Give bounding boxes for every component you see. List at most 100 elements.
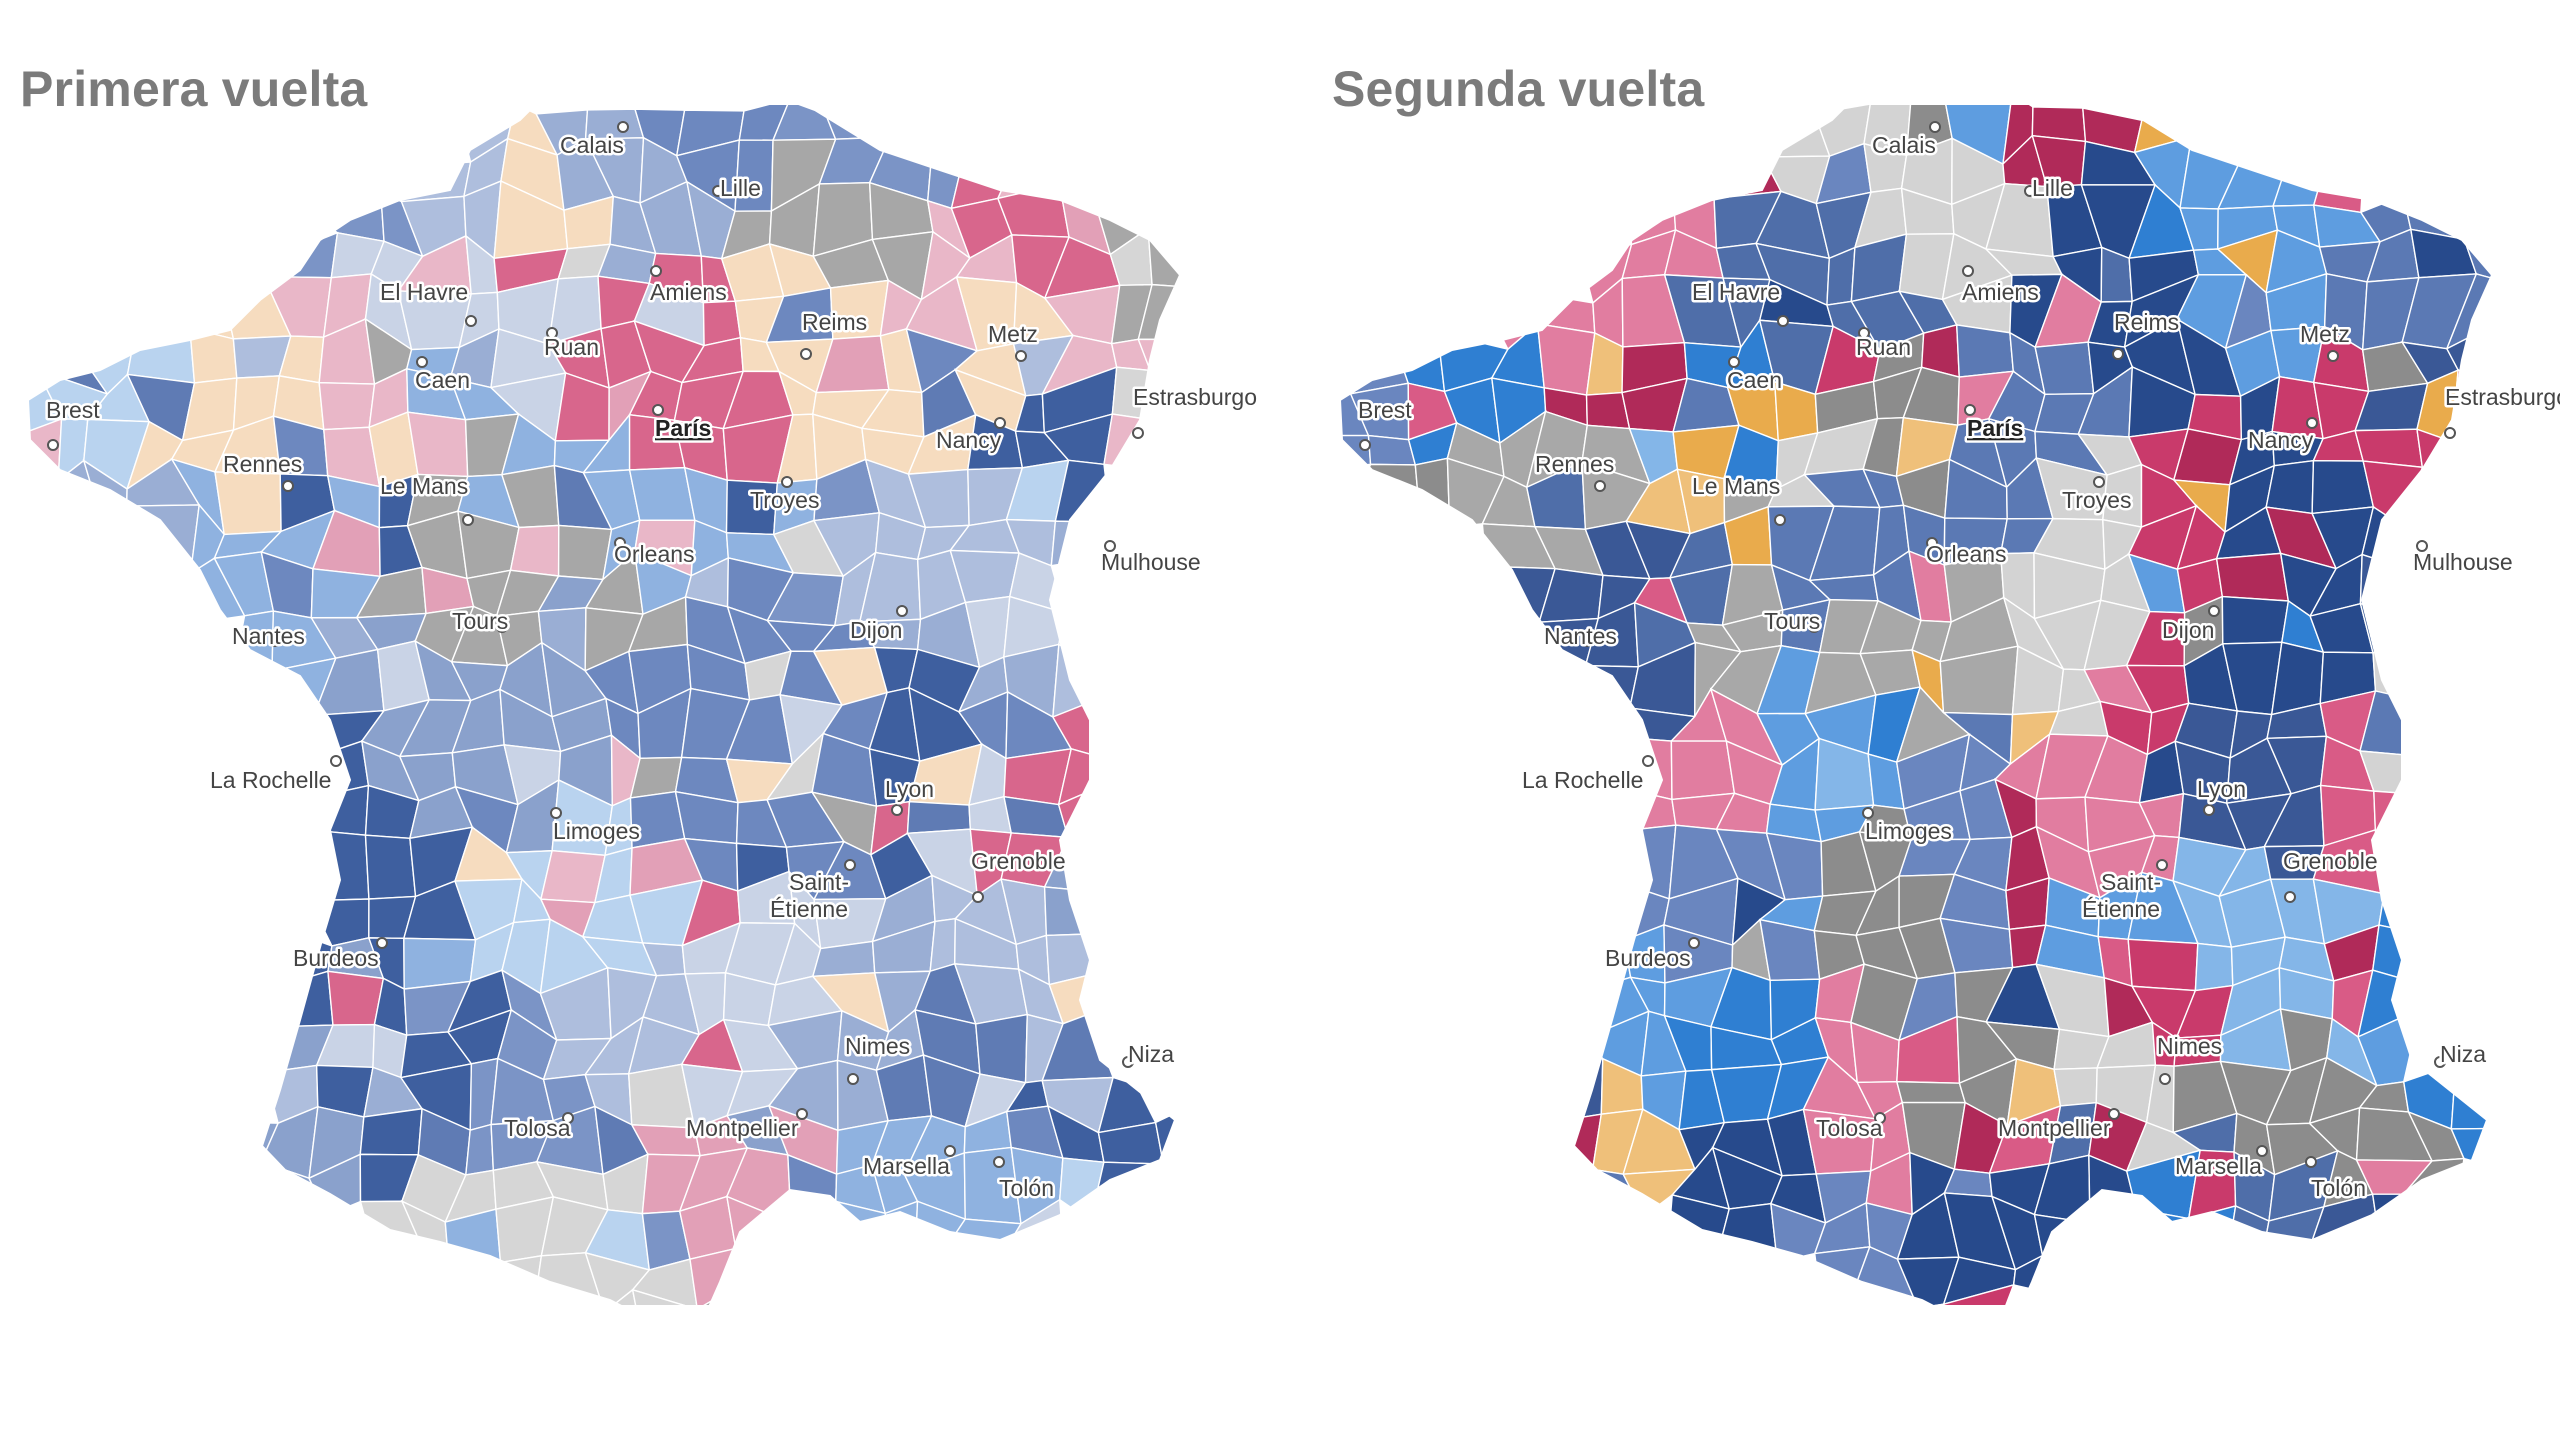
city-label: Lille <box>720 175 761 201</box>
constituency <box>2371 1193 2433 1248</box>
constituency <box>1103 413 1164 472</box>
constituency <box>631 1288 699 1305</box>
city-marker: París <box>1964 404 2026 444</box>
city-dot <box>282 480 294 492</box>
city-marker: Orleans <box>612 537 697 570</box>
city-label: Reims <box>2114 309 2179 335</box>
city-marker: Tolosa <box>1814 1112 1886 1144</box>
city-dot <box>330 755 342 767</box>
city-dot <box>847 1073 859 1085</box>
city-marker: Burdeos <box>1603 937 1700 974</box>
city-dot <box>1132 427 1144 439</box>
country-outline <box>26 105 1182 1305</box>
city-marker: Rennes <box>1533 449 1617 492</box>
city-marker: Metz <box>2298 319 2352 362</box>
city-marker: Estrasburgo <box>1131 382 1260 439</box>
constituency <box>1154 1101 1180 1172</box>
city-label: Troyes <box>2062 487 2131 513</box>
city-label: Caen <box>415 367 470 393</box>
city-label: Rennes <box>223 451 302 477</box>
city-label: Ruan <box>544 334 599 360</box>
city-dot <box>376 937 388 949</box>
city-label: Orleans <box>614 541 695 567</box>
city-marker: Troyes <box>748 476 822 516</box>
city-marker: El Havre <box>378 277 477 327</box>
city-label: Metz <box>2300 321 2350 347</box>
city-dot <box>1929 121 1941 133</box>
city-dot <box>2284 891 2296 903</box>
city-marker: Étienne <box>768 894 851 925</box>
city-marker: Nimes <box>2155 1031 2225 1085</box>
constituency <box>1414 457 1451 529</box>
city-dot <box>1015 350 1027 362</box>
city-marker: Reims <box>800 307 870 360</box>
city-label: Rennes <box>1535 451 1614 477</box>
city-marker: Mulhouse <box>2411 540 2515 578</box>
constituency <box>1670 740 1736 801</box>
city-label: Amiens <box>650 279 727 305</box>
city-marker: Le Mans <box>378 471 474 526</box>
city-label: El Havre <box>1692 279 1780 305</box>
constituency <box>833 1200 887 1270</box>
city-dot <box>800 348 812 360</box>
city-label: Estrasburgo <box>1133 384 1257 410</box>
city-dot <box>796 1108 808 1120</box>
constituency <box>364 834 417 900</box>
city-marker: Le Mans <box>1690 471 1786 526</box>
city-marker: Limoges <box>550 807 642 847</box>
constituency <box>996 138 1061 200</box>
city-label: Saint- <box>789 869 849 895</box>
city-labels: Calais Lille El Havre Amiens Reims Metz Ruan Ca… <box>44 121 1260 1204</box>
city-marker: Burdeos <box>291 937 388 974</box>
city-label: Montpellier <box>1998 1115 2111 1141</box>
city-dot <box>2093 476 2105 488</box>
constituency-regions <box>28 105 1180 1305</box>
panel-title-primera: Primera vuelta <box>20 61 368 117</box>
city-dot <box>1926 537 1938 549</box>
constituency <box>126 327 196 384</box>
city-marker: Montpellier <box>684 1108 808 1144</box>
city-dot <box>562 1112 574 1124</box>
city-marker: Lille <box>712 173 763 204</box>
constituency <box>1627 824 1677 900</box>
city-label: Brest <box>46 397 100 423</box>
constituency <box>318 382 376 431</box>
constituency <box>2312 142 2366 214</box>
city-marker: Lille <box>2024 173 2075 204</box>
city-dot <box>993 1156 1005 1168</box>
city-dot <box>896 605 908 617</box>
city-dot <box>944 1145 956 1157</box>
city-dot <box>1688 937 1700 949</box>
city-dot <box>269 635 281 647</box>
city-dot <box>891 804 903 816</box>
city-marker: Nantes <box>1542 621 1620 652</box>
city-marker: Metz <box>986 319 1040 362</box>
city-label: Le Mans <box>380 473 468 499</box>
city-label: Tours <box>1764 608 1820 634</box>
city-label: La Rochelle <box>210 767 331 793</box>
city-dot <box>1874 1112 1886 1124</box>
city-dot <box>2256 1145 2268 1157</box>
constituency <box>628 466 696 521</box>
city-dot <box>994 417 1006 429</box>
city-label: Lyon <box>2197 776 2246 802</box>
city-label: La Rochelle <box>1522 767 1643 793</box>
map-panel-segunda: Segunda vuelta Calais Lille El Havre Amiens… <box>1312 0 2560 1440</box>
map-panel-primera: Primera vuelta Calais Lille El Havre Amiens… <box>20 61 1260 1305</box>
city-label: Marsella <box>863 1153 950 1179</box>
city-dot <box>550 807 562 819</box>
city-label: Nimes <box>845 1033 910 1059</box>
city-dot <box>1808 621 1820 633</box>
city-marker: Marsella <box>861 1145 956 1182</box>
city-label: Nancy <box>936 427 1002 453</box>
city-marker: Étienne <box>2080 894 2163 925</box>
constituency <box>1536 322 1596 396</box>
constituency <box>2374 828 2423 895</box>
city-dot <box>650 265 662 277</box>
city-label: Tolón <box>999 1175 1054 1201</box>
city-marker: Niza <box>1122 1039 1177 1070</box>
city-marker: Nancy <box>2246 417 2318 456</box>
city-marker: Nancy <box>934 417 1006 456</box>
city-dot <box>2108 1108 2120 1120</box>
city-marker: Tours <box>450 606 511 637</box>
